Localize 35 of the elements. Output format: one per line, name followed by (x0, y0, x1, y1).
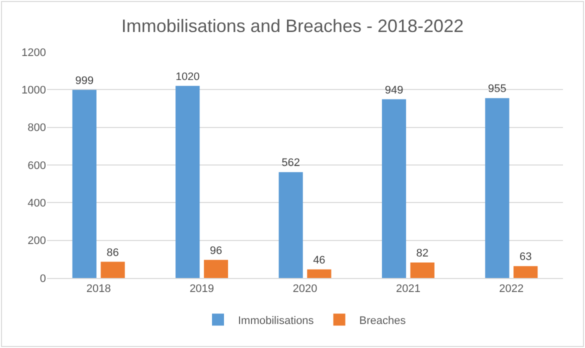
x-tick-label: 2022 (499, 283, 524, 296)
bar (514, 266, 538, 278)
y-tick-label: 1200 (22, 46, 46, 59)
data-label: 46 (313, 254, 326, 266)
legend-label: Immobilisations (238, 314, 314, 327)
data-label: 96 (210, 244, 222, 257)
bar (204, 260, 228, 278)
bar (410, 262, 434, 278)
bar (100, 262, 125, 278)
x-tick-label: 2021 (396, 283, 420, 296)
bar (382, 99, 406, 278)
data-label: 999 (75, 74, 94, 87)
data-label: 955 (488, 83, 506, 96)
bar (485, 98, 510, 278)
y-tick-label: 200 (28, 235, 46, 248)
data-label: 63 (519, 251, 532, 264)
y-tick-label: 1000 (22, 84, 46, 97)
y-tick-label: 600 (28, 160, 46, 172)
bar (72, 90, 96, 278)
data-label: 1020 (176, 70, 200, 83)
chart-title: Immobilisations and Breaches - 2018-2022 (121, 16, 464, 36)
data-label: 562 (282, 157, 300, 170)
y-tick-label: 800 (28, 122, 46, 134)
data-label: 949 (384, 84, 404, 96)
y-tick-label: 0 (40, 272, 46, 285)
bar (278, 172, 303, 278)
data-label: 86 (106, 246, 119, 259)
y-tick-label: 400 (28, 198, 46, 210)
x-tick-label: 2018 (86, 283, 111, 296)
x-tick-label: 2020 (292, 283, 318, 296)
bar (307, 269, 332, 278)
data-label: 82 (416, 248, 429, 260)
legend-label: Breaches (359, 314, 406, 327)
bar (176, 86, 200, 278)
x-tick-label: 2019 (190, 283, 214, 296)
